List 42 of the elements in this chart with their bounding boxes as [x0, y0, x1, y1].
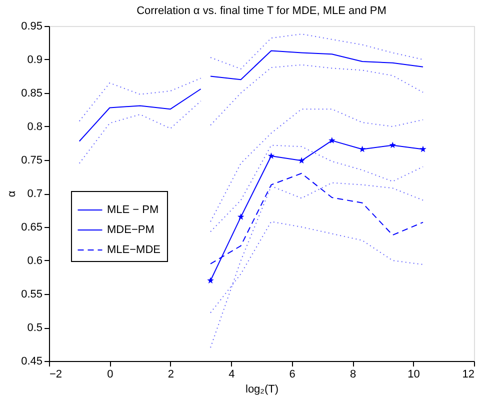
x-tick-label: 2	[168, 368, 174, 380]
line-series	[78, 100, 202, 164]
x-tick-label: 6	[289, 368, 296, 380]
line-series	[210, 34, 424, 70]
line-series	[78, 88, 202, 142]
x-tick-label: 0	[107, 368, 114, 380]
y-tick-label: 0.8	[27, 121, 42, 133]
legend-label: MLE−MDE	[107, 244, 160, 256]
y-tick-label: 0.85	[21, 88, 42, 100]
y-axis-title: α	[6, 190, 18, 198]
y-tick-label: 0.5	[27, 322, 42, 334]
point	[207, 277, 214, 284]
y-tick-label: 0.45	[21, 356, 42, 368]
y-tick-label: 0.95	[21, 20, 42, 32]
point	[298, 157, 305, 164]
legend-label: MDE−PM	[107, 224, 154, 236]
y-tick-label: 0.7	[27, 188, 42, 200]
point	[268, 152, 275, 159]
line-series	[78, 78, 202, 122]
y-tick-label: 0.9	[27, 54, 42, 66]
point	[358, 146, 366, 152]
y-tick-label: 0.75	[21, 154, 42, 166]
x-tick-label: 10	[408, 368, 420, 380]
x-tick-label: 4	[228, 368, 235, 380]
point	[420, 146, 426, 152]
x-tick-label: 12	[462, 368, 474, 380]
x-tick-label: −2	[50, 368, 62, 380]
point	[238, 213, 244, 220]
chart-title: Correlation α vs. final time T for MDE, MLE and PM	[136, 5, 386, 17]
line-series	[210, 64, 424, 126]
line-series	[210, 182, 424, 348]
line-series	[210, 50, 424, 80]
y-tick-label: 0.6	[27, 255, 42, 267]
point	[328, 137, 336, 144]
line-series	[210, 108, 424, 222]
legend-label: MLE − PM	[107, 204, 159, 216]
x-tick-label: 8	[350, 368, 356, 380]
point	[389, 142, 396, 148]
line-series	[210, 144, 424, 232]
y-tick-label: 0.55	[21, 288, 42, 300]
x-axis-title: log₂(T)	[246, 384, 278, 396]
y-tick-label: 0.65	[21, 222, 42, 234]
